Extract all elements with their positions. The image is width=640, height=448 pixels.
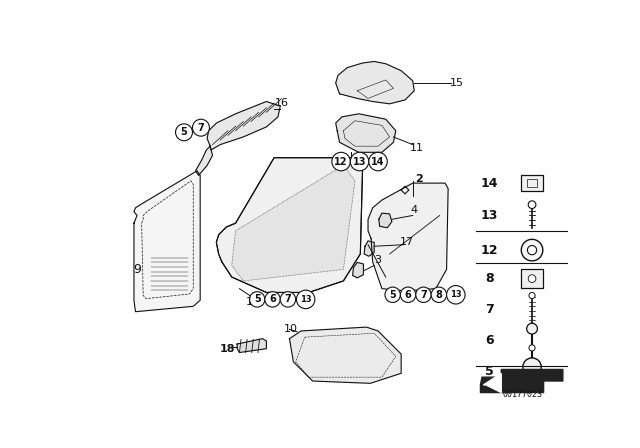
Text: 6: 6 — [404, 290, 412, 300]
Text: 3: 3 — [374, 255, 381, 265]
Circle shape — [527, 323, 538, 334]
Bar — [527, 179, 538, 187]
Text: 12: 12 — [481, 244, 499, 257]
Circle shape — [250, 292, 265, 307]
Text: 8: 8 — [435, 290, 442, 300]
Polygon shape — [336, 114, 396, 152]
Text: 1: 1 — [246, 297, 253, 307]
Polygon shape — [134, 171, 200, 312]
Text: 5: 5 — [389, 290, 396, 300]
Text: 17: 17 — [399, 237, 413, 247]
Text: 14: 14 — [371, 156, 385, 167]
Text: 13: 13 — [353, 156, 366, 167]
Circle shape — [369, 152, 387, 171]
Text: 6: 6 — [485, 334, 494, 347]
Polygon shape — [207, 102, 280, 150]
Circle shape — [529, 345, 535, 351]
Polygon shape — [481, 370, 563, 392]
Polygon shape — [336, 61, 414, 104]
Circle shape — [401, 287, 416, 302]
Circle shape — [416, 287, 431, 302]
Circle shape — [521, 239, 543, 261]
Text: 12: 12 — [334, 156, 348, 167]
Polygon shape — [237, 339, 266, 353]
Circle shape — [523, 358, 541, 376]
Polygon shape — [364, 241, 374, 256]
Text: 6: 6 — [269, 294, 276, 304]
Circle shape — [265, 292, 280, 307]
Circle shape — [332, 152, 350, 171]
Circle shape — [175, 124, 193, 141]
Text: 2: 2 — [415, 173, 423, 184]
Text: 9: 9 — [133, 263, 141, 276]
Text: 18: 18 — [220, 345, 236, 354]
Text: 16: 16 — [275, 98, 289, 108]
Text: 00177023: 00177023 — [503, 390, 543, 399]
Text: 7: 7 — [485, 303, 494, 316]
Circle shape — [296, 290, 315, 309]
Text: 13: 13 — [481, 209, 499, 222]
Text: 8: 8 — [485, 272, 494, 285]
Polygon shape — [216, 158, 363, 293]
Text: 7: 7 — [420, 290, 427, 300]
Polygon shape — [289, 327, 401, 383]
Circle shape — [193, 119, 209, 136]
Polygon shape — [484, 373, 501, 392]
Circle shape — [528, 201, 536, 208]
Circle shape — [529, 293, 535, 299]
Circle shape — [385, 287, 401, 302]
Polygon shape — [368, 183, 448, 291]
Circle shape — [528, 275, 536, 282]
Text: 11: 11 — [410, 143, 424, 153]
Polygon shape — [379, 213, 392, 228]
Circle shape — [527, 246, 537, 255]
Text: 7: 7 — [285, 294, 291, 304]
Text: 7: 7 — [198, 123, 204, 133]
Bar — [526, 375, 538, 383]
Bar — [521, 269, 543, 288]
Circle shape — [350, 152, 369, 171]
Circle shape — [280, 292, 296, 307]
Circle shape — [447, 285, 465, 304]
Text: 5: 5 — [180, 127, 188, 137]
Text: 5: 5 — [254, 294, 260, 304]
Text: 13: 13 — [300, 295, 312, 304]
Polygon shape — [232, 165, 355, 281]
Bar — [521, 176, 543, 191]
Polygon shape — [196, 146, 212, 176]
Text: 4: 4 — [411, 205, 418, 215]
Polygon shape — [353, 263, 364, 278]
Text: 14: 14 — [481, 177, 499, 190]
Circle shape — [431, 287, 447, 302]
Text: 5: 5 — [485, 365, 494, 378]
Text: 13: 13 — [450, 290, 461, 299]
Text: 15: 15 — [449, 78, 463, 88]
Text: 10: 10 — [284, 323, 298, 334]
